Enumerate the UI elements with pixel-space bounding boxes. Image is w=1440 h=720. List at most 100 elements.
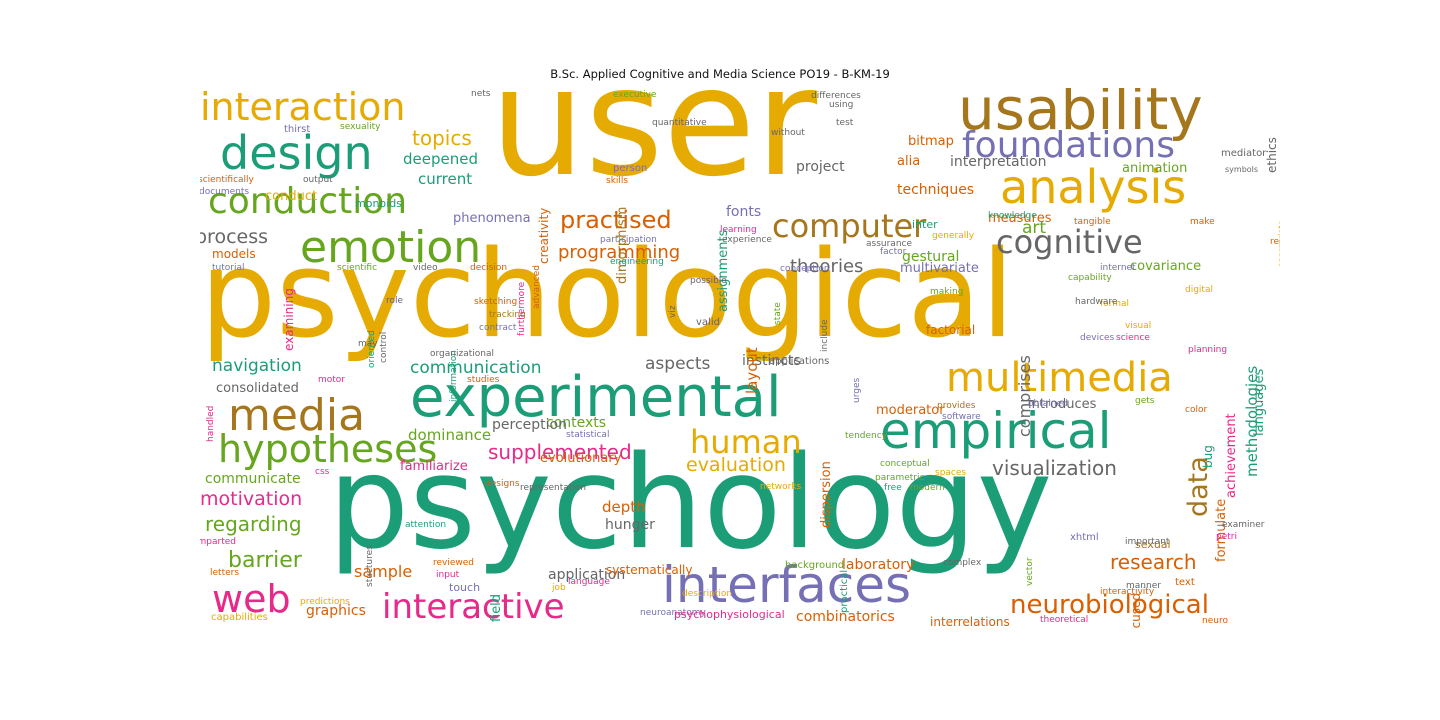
cloud-word: hunger (605, 517, 655, 533)
cloud-word: include (820, 319, 830, 352)
cloud-word: symbols (1225, 165, 1259, 174)
cloud-word: consolidated (216, 381, 299, 396)
cloud-word: predictions (300, 597, 350, 607)
cloud-word: factorial (926, 323, 976, 337)
cloud-word: computer (772, 207, 927, 245)
cloud-word: software (942, 412, 981, 422)
cloud-word: letters (210, 568, 240, 578)
cloud-word: tendency (845, 431, 887, 441)
cloud-word: manner (1126, 581, 1161, 591)
cloud-word: studies (467, 375, 500, 385)
cloud-word: multimedia (946, 355, 1173, 401)
cloud-word: learning (720, 225, 757, 235)
cloud-word: neurobiological (1010, 590, 1209, 620)
cloud-word: digital (1185, 285, 1213, 295)
cloud-word: psychology (328, 429, 1053, 578)
cloud-word: interactive (382, 587, 565, 627)
cloud-word: practical (839, 569, 850, 613)
cloud-word: programming (558, 242, 681, 263)
cloud-word: research (1110, 550, 1197, 574)
cloud-word: aspects (645, 354, 711, 374)
cloud-word: ethics (1265, 137, 1279, 174)
cloud-word: focused (1129, 593, 1143, 628)
cloud-word: executive (613, 90, 657, 100)
cloud-word: scientific (337, 263, 378, 273)
cloud-word: fonts (726, 204, 762, 220)
cloud-word: practised (560, 206, 672, 234)
cloud-word: combinatorics (796, 609, 895, 625)
cloud-word: covariance (1130, 259, 1202, 274)
cloud-word: sketching (474, 297, 518, 307)
cloud-word: role (386, 296, 404, 306)
cloud-word: video (413, 263, 438, 273)
cloud-word: interaction (200, 88, 406, 129)
cloud-word: empirical (880, 402, 1112, 460)
cloud-word: complex (943, 558, 982, 568)
cloud-word: reviewed (433, 558, 475, 568)
cloud-word: human (690, 423, 802, 461)
cloud-word: make (1190, 217, 1215, 227)
cloud-word: alia (897, 154, 921, 169)
cloud-word: repeated (1270, 237, 1280, 247)
cloud-word: regarding (205, 512, 302, 536)
cloud-word: barrier (228, 548, 302, 573)
cloud-word: job (552, 583, 566, 593)
cloud-word: tangible (1074, 217, 1111, 227)
cloud-word: touch (449, 581, 481, 594)
cloud-word: laboratory (842, 557, 915, 573)
cloud-word: statistical (566, 430, 610, 440)
cloud-word: supplemented (488, 440, 632, 464)
cloud-word: handled (206, 405, 216, 442)
cloud-word: depth (602, 498, 646, 516)
cloud-word: conduct (265, 189, 318, 204)
cloud-word: application (548, 567, 626, 583)
cloud-word: analysis (1000, 160, 1187, 214)
cloud-word: neuro (1202, 616, 1228, 626)
cloud-word: bug (1201, 444, 1215, 468)
cloud-word: input (436, 570, 460, 580)
cloud-word: deepened (403, 150, 478, 168)
cloud-word: design (220, 126, 373, 180)
cloud-word: phenomena (453, 211, 531, 226)
cloud-word: using (829, 100, 854, 110)
cloud-word: thirst (284, 124, 311, 135)
cloud-word: organizational (430, 349, 494, 359)
cloud-word: visual (1125, 321, 1152, 331)
cloud-word: representation (520, 483, 587, 493)
cloud-word: engineering (610, 257, 664, 267)
cloud-word: contract (479, 323, 517, 333)
cloud-word: bitmap (908, 134, 954, 149)
cloud-word: media (228, 390, 366, 441)
cloud-word: person (613, 163, 648, 174)
cloud-word: skills (606, 176, 629, 186)
cloud-word: evaluation (686, 454, 786, 476)
cloud-word: models (212, 247, 256, 261)
cloud-word: conduction (208, 181, 408, 222)
cloud-word: background (785, 560, 845, 571)
cloud-word: project (796, 159, 845, 175)
cloud-word: stuctures (365, 544, 375, 587)
cloud-word: perception (492, 417, 567, 433)
cloud-word: animation (1122, 161, 1188, 176)
cloud-word: foundations (962, 125, 1175, 166)
cloud-word: tracking (489, 310, 526, 320)
cloud-word: conceptual (880, 459, 930, 469)
cloud-word: visualization (992, 456, 1117, 480)
cloud-word: gets (1135, 396, 1155, 406)
cloud-word: urges (852, 377, 862, 403)
cloud-word: emotion (300, 222, 482, 273)
cloud-word: applications (769, 356, 830, 367)
cloud-word: internet (1100, 263, 1136, 273)
cloud-word: generally (932, 231, 975, 241)
cloud-word: mediator (1221, 148, 1267, 159)
cloud-word: valid (696, 317, 720, 328)
cloud-word: parametric (875, 473, 925, 483)
cloud-word: nets (471, 89, 491, 99)
cloud-word: without (771, 128, 805, 138)
cloud-word: measures (988, 211, 1052, 226)
cloud-word: motivation (200, 488, 303, 510)
cloud-word: designs (485, 479, 520, 489)
cloud-word: capability (1068, 273, 1112, 283)
cloud-word: gestural (902, 249, 960, 265)
cloud-word: systematically (606, 563, 693, 577)
